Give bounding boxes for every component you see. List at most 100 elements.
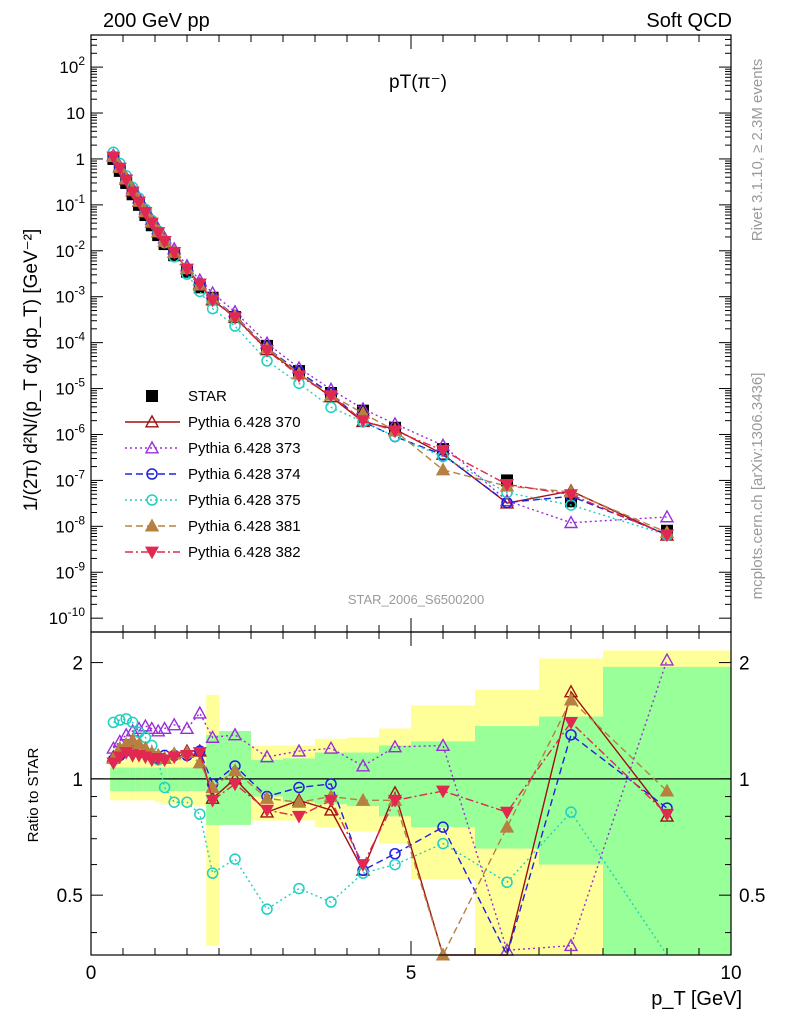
data-point [435,738,451,752]
legend-entry: Pythia 6.428 382 [125,544,301,561]
data-point [144,440,160,454]
data-point [227,727,243,741]
data-point [659,529,675,543]
legend: STAR Pythia 6.428 370 Pythia 6.428 373 Pyth… [125,388,301,561]
data-point [157,721,172,735]
legend-entry: STAR [146,388,227,405]
y-tick-label: 102 [59,54,85,77]
ratio-y-tick-label-right: 2 [739,654,750,675]
x-tick-label: 5 [406,963,417,984]
data-point [158,781,171,794]
mcplots-reference-label: mcplots.cern.ch [arXiv:1306.3436] [749,373,766,600]
data-point [437,821,449,833]
data-point [114,714,126,726]
y-tick-label: 10-10 [49,605,86,628]
analysis-watermark: STAR_2006_S6500200 [348,592,484,607]
header-left: 200 GeV pp [103,10,210,32]
data-point [325,896,337,908]
data-point [259,790,275,804]
data-point [323,390,339,403]
data-point [106,757,121,771]
legend-label: Pythia 6.428 370 [188,414,301,431]
data-point [192,747,207,760]
data-point [563,692,579,706]
legend-label: Pythia 6.428 382 [188,544,301,561]
x-tick-label: 0 [86,963,97,984]
legend-entry: Pythia 6.428 370 [125,414,301,431]
y-tick-label: 10-3 [55,284,85,307]
data-point [435,785,451,799]
data-point [355,792,371,806]
data-point [437,837,449,850]
data-point [293,781,305,794]
y-tick-label: 10-5 [55,376,85,399]
data-point [205,730,220,743]
y-tick-label: 10-2 [55,238,85,261]
data-point [499,806,515,820]
ratio-y-tick-label-right: 1 [739,770,750,791]
data-point [259,749,275,763]
y-tick-label: 10 [66,104,85,123]
data-point [138,207,153,220]
legend-entry: Pythia 6.428 381 [125,518,301,535]
data-point [119,174,134,188]
green-band-bin [539,716,603,865]
ratio-y-tick-label: 2 [72,654,83,675]
data-point [206,867,219,879]
y-tick-label: 10-1 [55,192,85,215]
series-6 [106,151,675,543]
y-tick-label: 10-7 [55,467,85,490]
legend-label: Pythia 6.428 373 [188,440,301,457]
data-point [131,196,147,210]
data-point [112,751,127,765]
data-point [435,462,451,476]
ratio-uncertainty-bands [110,650,731,955]
data-point [355,415,371,428]
main-panel-ticks [90,34,732,632]
data-point [563,938,579,952]
y-tick-label: 10-8 [55,513,85,536]
data-point [146,390,158,402]
data-point [144,546,160,560]
data-point [387,739,403,753]
data-point [227,312,243,325]
green-band-bin [206,734,219,825]
data-point [563,515,579,529]
series-3 [107,713,668,956]
series-1 [106,652,675,956]
ratio-y-axis-label: Ratio to STAR [25,747,42,842]
data-point [167,247,182,260]
x-axis-label: p_T [GeV] [651,988,742,1010]
data-point [291,743,307,757]
data-point [499,819,515,833]
series-line [113,718,668,956]
data-point [205,294,220,308]
data-point [151,227,166,240]
data-point [106,151,121,165]
series-line [112,156,668,536]
data-point [194,808,206,820]
data-point [261,903,273,915]
main-panel-frame [90,34,732,633]
data-point [167,717,182,731]
legend-entry: Pythia 6.428 373 [125,440,301,457]
data-point [144,414,160,428]
data-point [125,732,140,746]
data-point [499,478,515,492]
data-point [325,778,337,790]
data-point [659,808,675,822]
data-point [259,344,275,358]
main-plot-title: pT(π⁻) [389,72,447,93]
y-tick-label: 1 [76,150,85,169]
data-point [131,736,147,750]
data-point [387,794,403,808]
ratio-y-tick-label: 0.5 [57,886,83,907]
legend-entry: Pythia 6.428 374 [125,466,301,483]
data-point [112,162,127,176]
data-point [355,859,371,872]
legend-label: Pythia 6.428 381 [188,518,301,535]
data-point [120,713,132,725]
data-point [323,802,339,816]
data-point [565,729,577,741]
y-tick-label: 10-9 [55,559,85,582]
